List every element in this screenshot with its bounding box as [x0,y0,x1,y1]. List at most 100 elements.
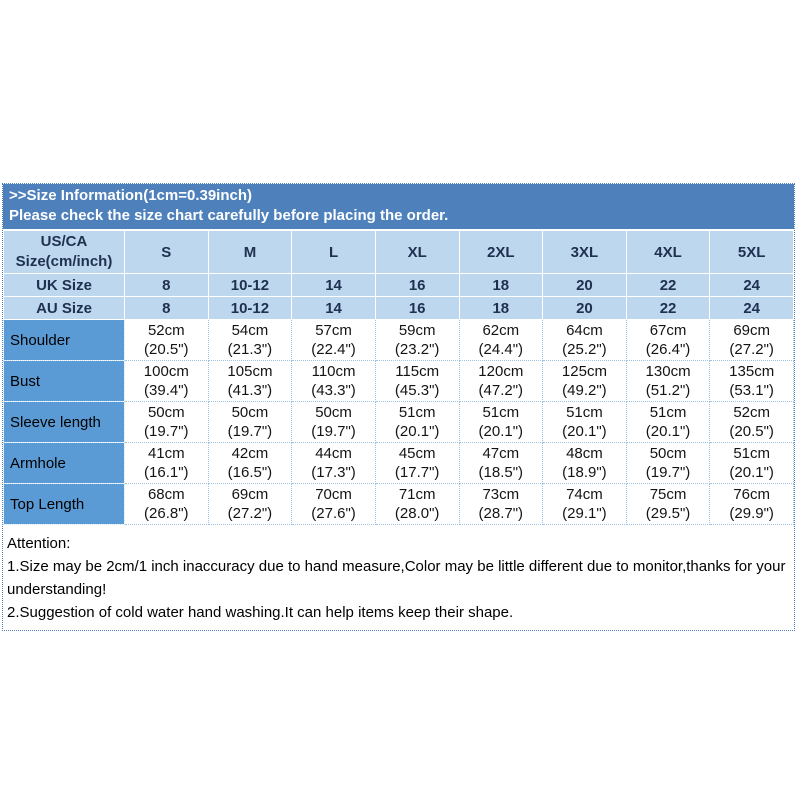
measurement-cm: 45cm [398,445,436,462]
size-system-value: 20 [542,273,627,297]
measurement-cm: 44cm [315,445,352,462]
size-col-header: 4XL [625,230,711,274]
measurement-label: Sleeve length [3,401,125,443]
measurement-inch: (26.8") [144,505,189,522]
measurement-cell: 51cm (20.1") [374,401,460,443]
measurement-cell: 74cm (29.1") [542,483,627,525]
measurement-cm: 110cm [311,363,356,380]
measurement-cm: 69cm [231,486,269,503]
size-chart-panel: >>Size Information(1cm=0.39inch) Please … [2,183,795,631]
measurement-inch: (29.5") [645,505,691,522]
measurement-cell: 125cm (49.2") [542,360,627,402]
size-system-label: AU Size [3,296,125,320]
size-system-value: 22 [625,296,711,320]
size-system-value: 10-12 [207,296,293,320]
size-system-value: 18 [458,296,544,320]
attention-title: Attention: [7,535,71,552]
measurement-cm: 68cm [147,486,185,503]
measurement-cm: 70cm [315,486,352,503]
attention-note: Attention: 1.Size may be 2cm/1 inch inac… [3,525,794,630]
measurement-cm: 54cm [231,322,269,339]
measurement-inch: (19.7") [645,464,691,481]
measurement-cell: 50cm (19.7") [207,401,293,443]
size-system-value: 8 [124,296,209,320]
measurement-cm: 51cm [482,404,520,421]
measurement-label: Shoulder [3,319,125,361]
size-col-header: L [291,230,376,274]
banner-title: >>Size Information(1cm=0.39inch) [9,187,252,204]
attention-line-2: 2.Suggestion of cold water hand washing.… [7,604,514,621]
measurement-cm: 67cm [649,322,687,339]
measurement-cell: 75cm (29.5") [625,483,711,525]
measurement-cell: 69cm (27.2") [709,319,794,361]
measurement-cm: 59cm [398,322,436,339]
measurement-inch: (53.1") [729,382,774,399]
measurement-cell: 54cm (21.3") [207,319,293,361]
measurement-inch: (27.2") [227,505,273,522]
measurement-inch: (17.3") [311,464,356,481]
size-system-label: UK Size [3,273,125,297]
measurement-cell: 59cm (23.2") [374,319,460,361]
measurement-cell: 135cm (53.1") [709,360,794,402]
measurement-cm: 50cm [315,404,352,421]
measurement-inch: (21.3") [227,341,273,358]
measurement-inch: (28.7") [478,505,524,522]
measurement-inch: (51.2") [645,382,691,399]
measurement-inch: (20.1") [562,423,607,440]
measurement-row: Bust 100cm (39.4") 105cm (41.3") 110cm (43.3")… [3,360,794,402]
measurement-cell: 47cm (18.5") [458,442,544,484]
size-system-value: 22 [625,273,711,297]
measurement-cm: 50cm [649,445,687,462]
measurement-cell: 41cm (16.1") [124,442,209,484]
measurement-cm: 50cm [147,404,185,421]
measurement-cell: 51cm (20.1") [625,401,711,443]
measurement-cm: 51cm [398,404,436,421]
measurement-inch: (20.1") [729,464,774,481]
measurement-inch: (22.4") [311,341,356,358]
measurement-cell: 105cm (41.3") [207,360,293,402]
measurement-cm: 52cm [733,404,771,421]
measurement-inch: (20.5") [729,423,774,440]
measurement-cm: 47cm [482,445,520,462]
measurement-inch: (20.1") [478,423,524,440]
measurement-cm: 105cm [227,363,273,380]
size-col-header: 5XL [709,230,794,274]
measurement-inch: (26.4") [645,341,691,358]
measurement-cell: 50cm (19.7") [625,442,711,484]
size-system-value: 10-12 [207,273,293,297]
corner-header-cell: US/CA Size(cm/inch) [3,230,125,274]
measurement-cell: 50cm (19.7") [291,401,376,443]
measurement-cm: 64cm [566,322,603,339]
measurement-cell: 51cm (20.1") [709,442,794,484]
measurement-cell: 71cm (28.0") [374,483,460,525]
measurement-cm: 75cm [649,486,687,503]
size-col-header: M [207,230,293,274]
measurement-cell: 48cm (18.9") [542,442,627,484]
measurement-cm: 76cm [733,486,771,503]
measurement-cell: 70cm (27.6") [291,483,376,525]
measurement-inch: (25.2") [562,341,607,358]
measurement-cm: 120cm [478,363,524,380]
size-chart-table: US/CA Size(cm/inch) S M L XL 2XL 3XL 4XL 5XL UK Si… [3,230,794,525]
measurement-cell: 52cm (20.5") [124,319,209,361]
size-col-header: S [124,230,209,274]
measurement-cell: 51cm (20.1") [458,401,544,443]
size-system-value: 14 [291,273,376,297]
measurement-cell: 50cm (19.7") [124,401,209,443]
measurement-inch: (45.3") [394,382,440,399]
measurement-cell: 69cm (27.2") [207,483,293,525]
measurement-cm: 51cm [566,404,603,421]
size-col-header: XL [374,230,460,274]
measurement-cm: 71cm [398,486,436,503]
measurement-cell: 76cm (29.9") [709,483,794,525]
size-col-header: 2XL [458,230,544,274]
measurement-cm: 41cm [147,445,185,462]
size-system-value: 8 [124,273,209,297]
measurement-inch: (18.9") [562,464,607,481]
size-system-value: 18 [458,273,544,297]
size-header-row: US/CA Size(cm/inch) S M L XL 2XL 3XL 4XL 5XL [3,230,794,274]
size-system-value: 16 [374,273,460,297]
measurement-cm: 135cm [729,363,775,380]
measurement-inch: (19.7") [227,423,273,440]
size-system-value: 14 [291,296,376,320]
